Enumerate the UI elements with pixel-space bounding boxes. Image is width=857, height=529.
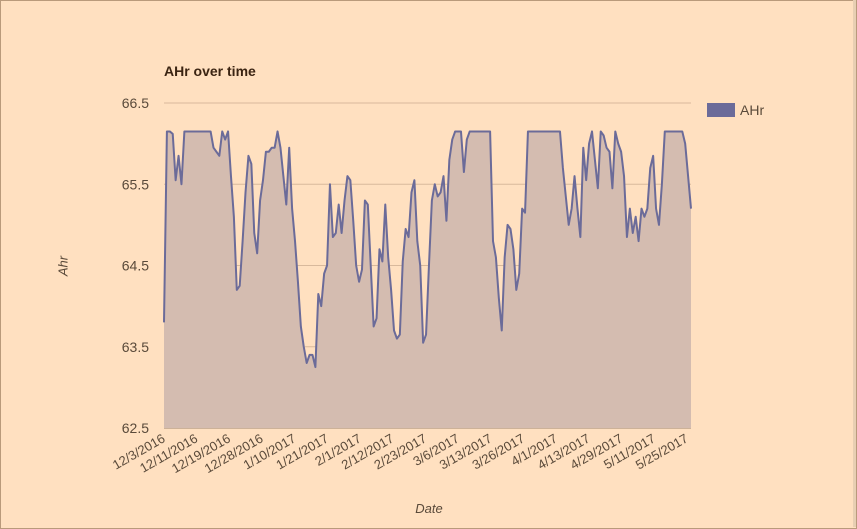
series-area-fill <box>164 131 691 428</box>
y-tick-label: 66.5 <box>122 95 149 111</box>
window-edge <box>853 0 856 527</box>
y-tick-label: 64.5 <box>122 258 149 274</box>
legend[interactable]: AHr <box>707 102 764 118</box>
legend-label: AHr <box>740 102 765 118</box>
y-axis-title: Ahr <box>55 255 71 277</box>
x-axis-ticks: 12/3/201612/11/201612/19/201612/28/20161… <box>110 431 691 477</box>
y-axis-ticks: 62.5 63.5 64.5 65.5 66.5 <box>122 95 149 436</box>
legend-swatch <box>707 103 735 117</box>
y-tick-label: 62.5 <box>122 420 149 436</box>
y-tick-label: 63.5 <box>122 339 149 355</box>
series-line <box>163 130 692 369</box>
data-area <box>163 130 692 428</box>
chart-title: AHr over time <box>164 63 256 79</box>
y-tick-label: 65.5 <box>122 176 149 192</box>
x-axis-title: Date <box>415 501 443 516</box>
